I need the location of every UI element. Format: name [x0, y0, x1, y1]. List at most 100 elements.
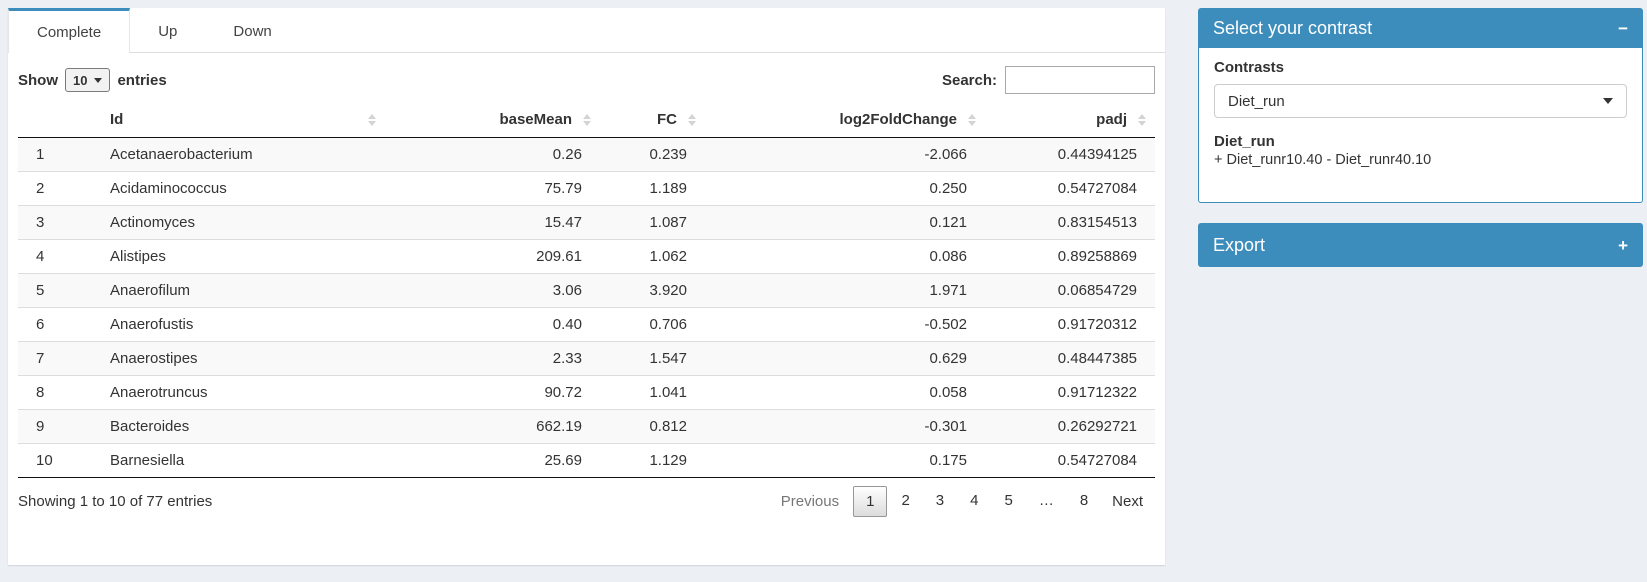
table-row[interactable]: 1 Acetanaerobacterium 0.26 0.239 -2.066 0.443…: [18, 137, 1155, 172]
log2foldchange-cell: 0.175: [929, 452, 967, 469]
padj-cell: 0.91720312: [1057, 316, 1137, 333]
pagination-next[interactable]: Next: [1112, 493, 1143, 510]
result-tabs: Complete Up Down: [8, 8, 1165, 53]
tab-down[interactable]: Down: [233, 23, 272, 40]
table-row[interactable]: 3 Actinomyces 15.47 1.087 0.121 0.83154513: [18, 205, 1155, 240]
padj-cell: 0.44394125: [1057, 146, 1137, 163]
fc-cell: 1.062: [649, 248, 687, 265]
table-row[interactable]: 4 Alistipes 209.61 1.062 0.086 0.89258869: [18, 239, 1155, 274]
search-input[interactable]: [1005, 66, 1155, 94]
sort-icon: [583, 113, 591, 126]
export-box: Export +: [1198, 223, 1643, 267]
log2foldchange-cell: 0.121: [929, 214, 967, 231]
contrast-formula: + Diet_runr10.40 - Diet_runr40.10: [1214, 152, 1432, 168]
padj-cell: 0.54727084: [1057, 452, 1137, 469]
basemean-cell: 2.33: [552, 350, 582, 367]
pagination-page-5[interactable]: 5: [1004, 492, 1013, 509]
row-number-cell: 5: [36, 282, 45, 299]
id-cell: Anaerostipes: [110, 350, 198, 367]
contrast-select[interactable]: Diet_run: [1214, 84, 1627, 118]
table-footer: Showing 1 to 10 of 77 entries Previous 1…: [18, 486, 1155, 517]
column-header-id-label: Id: [110, 111, 124, 128]
log2foldchange-cell: 1.971: [929, 282, 967, 299]
fc-cell: 1.547: [649, 350, 687, 367]
pagination-page-3[interactable]: 3: [935, 492, 945, 509]
contrasts-label: Contrasts: [1214, 59, 1285, 76]
log2foldchange-cell: 0.250: [929, 180, 967, 197]
expand-plus-icon[interactable]: +: [1618, 235, 1628, 255]
table-info: Showing 1 to 10 of 77 entries: [18, 493, 213, 510]
table-row[interactable]: 9 Bacteroides 662.19 0.812 -0.301 0.26292721: [18, 409, 1155, 444]
row-number-cell: 9: [36, 418, 45, 435]
row-number-cell: 4: [36, 248, 45, 265]
table-row[interactable]: 8 Anaerotruncus 90.72 1.041 0.058 0.91712322: [18, 375, 1155, 410]
basemean-cell: 3.06: [552, 282, 582, 299]
fc-cell: 1.041: [649, 384, 687, 401]
column-header-basemean[interactable]: baseMean: [385, 102, 600, 138]
id-cell: Anaerofilum: [110, 282, 191, 299]
contrast-name: Diet_run: [1214, 133, 1275, 150]
column-header-basemean-label: baseMean: [499, 111, 572, 128]
log2foldchange-cell: -0.301: [924, 418, 967, 435]
pagination-page-8[interactable]: 8: [1079, 492, 1089, 509]
pagination-previous[interactable]: Previous: [780, 493, 840, 510]
basemean-cell: 90.72: [544, 384, 582, 401]
id-cell: Alistipes: [110, 248, 166, 265]
tab-content: Show 10 entries Search:: [8, 53, 1165, 517]
column-header-log2foldchange[interactable]: log2FoldChange: [705, 102, 985, 138]
log2foldchange-cell: 0.086: [929, 248, 967, 265]
basemean-cell: 0.40: [552, 316, 582, 333]
fc-cell: 3.920: [649, 282, 687, 299]
fc-cell: 0.812: [649, 418, 687, 435]
table-row[interactable]: 7 Anaerostipes 2.33 1.547 0.629 0.48447385: [18, 341, 1155, 376]
fc-cell: 1.087: [649, 214, 687, 231]
id-cell: Anaerotruncus: [110, 384, 208, 401]
padj-cell: 0.26292721: [1057, 418, 1137, 435]
table-row[interactable]: 10 Barnesiella 25.69 1.129 0.175 0.54727084: [18, 443, 1155, 478]
basemean-cell: 0.26: [552, 146, 582, 163]
pagination-page-2[interactable]: 2: [901, 492, 910, 509]
row-number-cell: 7: [36, 350, 45, 367]
column-header-padj[interactable]: padj: [985, 102, 1155, 138]
fc-cell: 1.189: [649, 180, 687, 197]
padj-cell: 0.89258869: [1057, 248, 1137, 265]
table-body: 1 Acetanaerobacterium 0.26 0.239 -2.066 0.443…: [18, 137, 1155, 478]
contrast-box: Select your contrast − Contrasts Diet_ru…: [1198, 8, 1643, 203]
sort-icon: [688, 113, 696, 126]
column-header-padj-label: padj: [1096, 111, 1127, 128]
table-row[interactable]: 6 Anaerofustis 0.40 0.706 -0.502 0.91720312: [18, 307, 1155, 342]
table-row[interactable]: 5 Anaerofilum 3.06 3.920 1.971 0.06854729: [18, 273, 1155, 308]
column-header-fc-label: FC: [657, 111, 677, 128]
entries-label: entries: [117, 71, 167, 89]
column-header-rownum: [18, 102, 100, 138]
row-number-cell: 1: [36, 146, 45, 163]
page-length-select[interactable]: 10: [65, 68, 111, 92]
column-header-fc[interactable]: FC: [600, 102, 705, 138]
export-box-title: Export: [1213, 234, 1266, 255]
contrast-box-title: Select your contrast: [1213, 17, 1373, 38]
row-number-cell: 8: [36, 384, 45, 401]
fc-cell: 0.239: [649, 146, 687, 163]
padj-cell: 0.54727084: [1057, 180, 1137, 197]
padj-cell: 0.06854729: [1057, 282, 1137, 299]
column-header-id[interactable]: Id: [100, 102, 385, 138]
log2foldchange-cell: 0.629: [929, 350, 967, 367]
id-cell: Bacteroides: [110, 418, 190, 435]
pagination-page-1[interactable]: 1: [853, 486, 888, 517]
table-row[interactable]: 2 Acidaminococcus 75.79 1.189 0.250 0.5472708…: [18, 171, 1155, 206]
padj-cell: 0.83154513: [1057, 214, 1137, 231]
collapse-minus-icon[interactable]: −: [1618, 18, 1628, 38]
row-number-cell: 3: [36, 214, 45, 231]
show-label: Show: [18, 71, 58, 89]
basemean-cell: 209.61: [536, 248, 582, 265]
tab-complete[interactable]: Complete: [8, 8, 131, 53]
search-label: Search:: [941, 71, 997, 89]
sort-icon: [1138, 113, 1146, 126]
sort-icon: [368, 113, 376, 126]
chevron-down-icon: [94, 77, 103, 83]
id-cell: Anaerofustis: [110, 316, 194, 333]
contrast-select-value: Diet_run: [1228, 92, 1285, 110]
id-cell: Acidaminococcus: [110, 180, 227, 197]
tab-up[interactable]: Up: [158, 23, 178, 40]
pagination-page-4[interactable]: 4: [970, 492, 979, 509]
